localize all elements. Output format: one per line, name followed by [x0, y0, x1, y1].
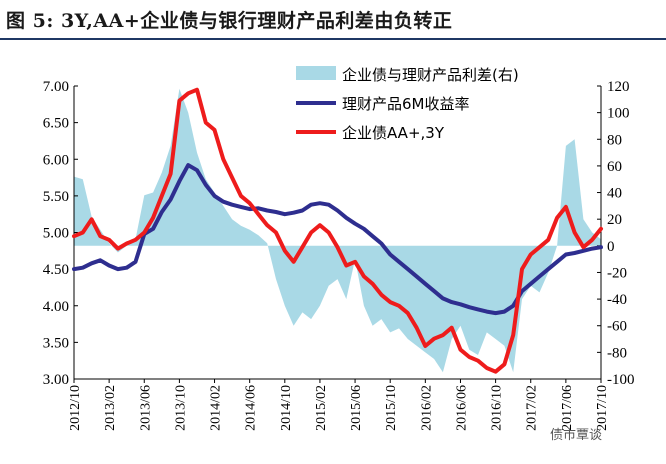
left-tick-label: 3.00	[43, 372, 69, 388]
chart-title: 图 5: 3Y,AA+企业债与银行理财产品利差由负转正	[6, 10, 453, 32]
right-tick-label: -80	[607, 345, 627, 361]
x-tick-label: 2013/02	[103, 385, 118, 431]
x-tick-label: 2016/10	[490, 385, 505, 431]
left-tick-label: 6.00	[43, 152, 69, 168]
spread-area-layer	[74, 88, 601, 373]
right-tick-label: -100	[607, 372, 635, 388]
x-tick-label: 2015/06	[349, 385, 364, 431]
x-tick-label: 2016/02	[419, 385, 434, 431]
x-tick-label: 2013/06	[138, 385, 153, 431]
right-tick-label: 120	[607, 79, 630, 95]
legend-item-spread: 企业债与理财产品利差(右)	[342, 66, 519, 84]
series-line-wmp-yield	[72, 163, 603, 316]
x-tick-label: 2016/06	[454, 385, 469, 431]
right-tick-label: 80	[607, 132, 622, 148]
right-tick-label: -20	[607, 265, 627, 281]
right-tick-label: 0	[607, 239, 615, 255]
x-tick-label: 2014/02	[209, 385, 224, 431]
left-tick-label: 5.00	[43, 226, 69, 242]
left-tick-label: 5.50	[43, 189, 69, 205]
series-lines-layer	[72, 87, 603, 374]
left-tick-label: 4.50	[43, 262, 69, 278]
x-tick-label: 2012/10	[68, 385, 83, 431]
axes-layer: 7.00 6.50 6.00 5.50 5.00 4.50 4.00 3.50 3.00 120 1…	[43, 79, 635, 431]
legend-item-wmp: 理财产品6M收益率	[342, 95, 470, 113]
right-tick-label: 100	[607, 106, 630, 122]
x-tick-label: 2014/06	[244, 385, 259, 431]
x-tick-label: 2017/06	[560, 385, 575, 431]
legend-swatch-spread	[296, 66, 336, 80]
watermark-text: 债市覃谈	[550, 428, 603, 443]
right-tick-label: 20	[607, 212, 622, 228]
x-tick-label: 2015/02	[314, 385, 329, 431]
x-tick-label: 2015/10	[384, 385, 399, 431]
series-area-spread	[74, 88, 601, 373]
left-tick-label: 3.50	[43, 335, 69, 351]
left-tick-label: 4.00	[43, 299, 69, 315]
left-tick-label: 7.00	[43, 79, 69, 95]
legend-item-bond: 企业债AA+,3Y	[342, 124, 445, 142]
x-tick-label: 2017/10	[595, 385, 610, 431]
left-tick-label: 6.50	[43, 116, 69, 132]
series-line-bond-yield	[72, 87, 603, 374]
x-tick-label: 2013/10	[173, 385, 188, 431]
right-tick-label: -60	[607, 319, 627, 335]
x-tick-label: 2014/10	[279, 385, 294, 431]
right-tick-label: 60	[607, 159, 622, 175]
right-tick-label: 40	[607, 186, 622, 202]
right-tick-label: -40	[607, 292, 627, 308]
x-tick-label: 2017/02	[525, 385, 540, 431]
title-divider	[0, 38, 666, 40]
